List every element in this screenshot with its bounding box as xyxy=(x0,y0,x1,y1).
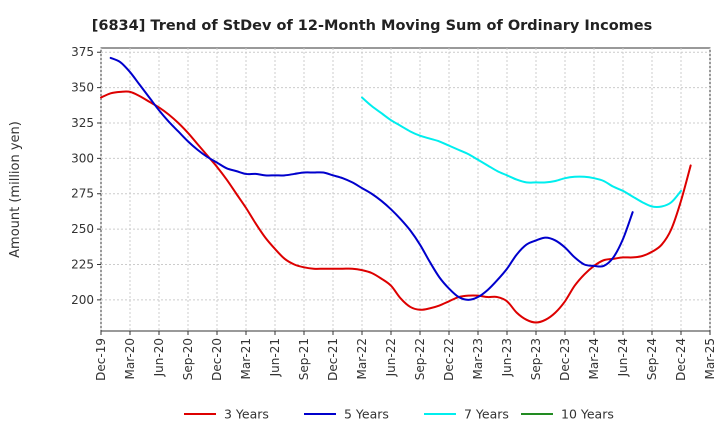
series-line-7-years xyxy=(361,96,682,209)
x-tick-label: Dec-21 xyxy=(326,338,340,381)
x-tick-label: Sep-20 xyxy=(181,338,195,380)
legend-label: 7 Years xyxy=(464,407,509,422)
x-tick-label: Dec-19 xyxy=(94,338,108,381)
x-tick-label: Jun-20 xyxy=(152,338,166,377)
x-tick-label: Jun-22 xyxy=(384,338,398,377)
series-line-5-years xyxy=(109,56,634,301)
x-tick-label: Sep-24 xyxy=(645,338,659,380)
x-tick-label: Dec-24 xyxy=(674,338,688,381)
y-tick-label: 275 xyxy=(71,187,94,201)
x-tick-label: Jun-24 xyxy=(616,338,630,377)
legend-label: 3 Years xyxy=(224,407,269,422)
y-tick-label: 300 xyxy=(71,151,94,165)
y-tick-label: 250 xyxy=(71,222,94,236)
x-tick-label: Mar-20 xyxy=(123,338,137,379)
x-tick-label: Mar-22 xyxy=(355,338,369,379)
y-axis-label: Amount (million yen) xyxy=(8,121,23,258)
x-tick-label: Dec-23 xyxy=(558,338,572,381)
legend-label: 10 Years xyxy=(561,407,614,422)
x-tick-label: Sep-21 xyxy=(297,338,311,380)
y-tick-label: 375 xyxy=(71,45,94,59)
series-lines xyxy=(100,56,692,324)
legend: 3 Years 5 Years 7 Years 10 Years xyxy=(184,407,614,422)
y-tick-label: 350 xyxy=(71,81,94,95)
y-axis: 200 225 250 275 300 325 350 375 xyxy=(71,45,101,307)
grid xyxy=(100,48,711,331)
x-tick-label: Mar-21 xyxy=(239,338,253,379)
series-line-3-years xyxy=(100,90,692,324)
x-tick-label: Mar-23 xyxy=(471,338,485,379)
x-tick-label: Dec-22 xyxy=(442,338,456,381)
x-tick-label: Mar-24 xyxy=(587,338,601,379)
x-axis: Dec-19 Mar-20 Jun-20 Sep-20 Dec-20 Mar-21 Jun-… xyxy=(94,331,717,381)
x-tick-label: Jun-23 xyxy=(500,338,514,377)
x-tick-label: Mar-25 xyxy=(703,338,717,379)
y-tick-label: 325 xyxy=(71,116,94,130)
y-tick-label: 200 xyxy=(71,293,94,307)
legend-label: 5 Years xyxy=(344,407,389,422)
x-tick-label: Jun-21 xyxy=(268,338,282,377)
y-tick-label: 225 xyxy=(71,257,94,271)
x-tick-label: Dec-20 xyxy=(210,338,224,381)
chart-title: [6834] Trend of StDev of 12-Month Moving… xyxy=(92,18,653,34)
x-tick-label: Sep-22 xyxy=(413,338,427,380)
x-tick-label: Sep-23 xyxy=(529,338,543,380)
